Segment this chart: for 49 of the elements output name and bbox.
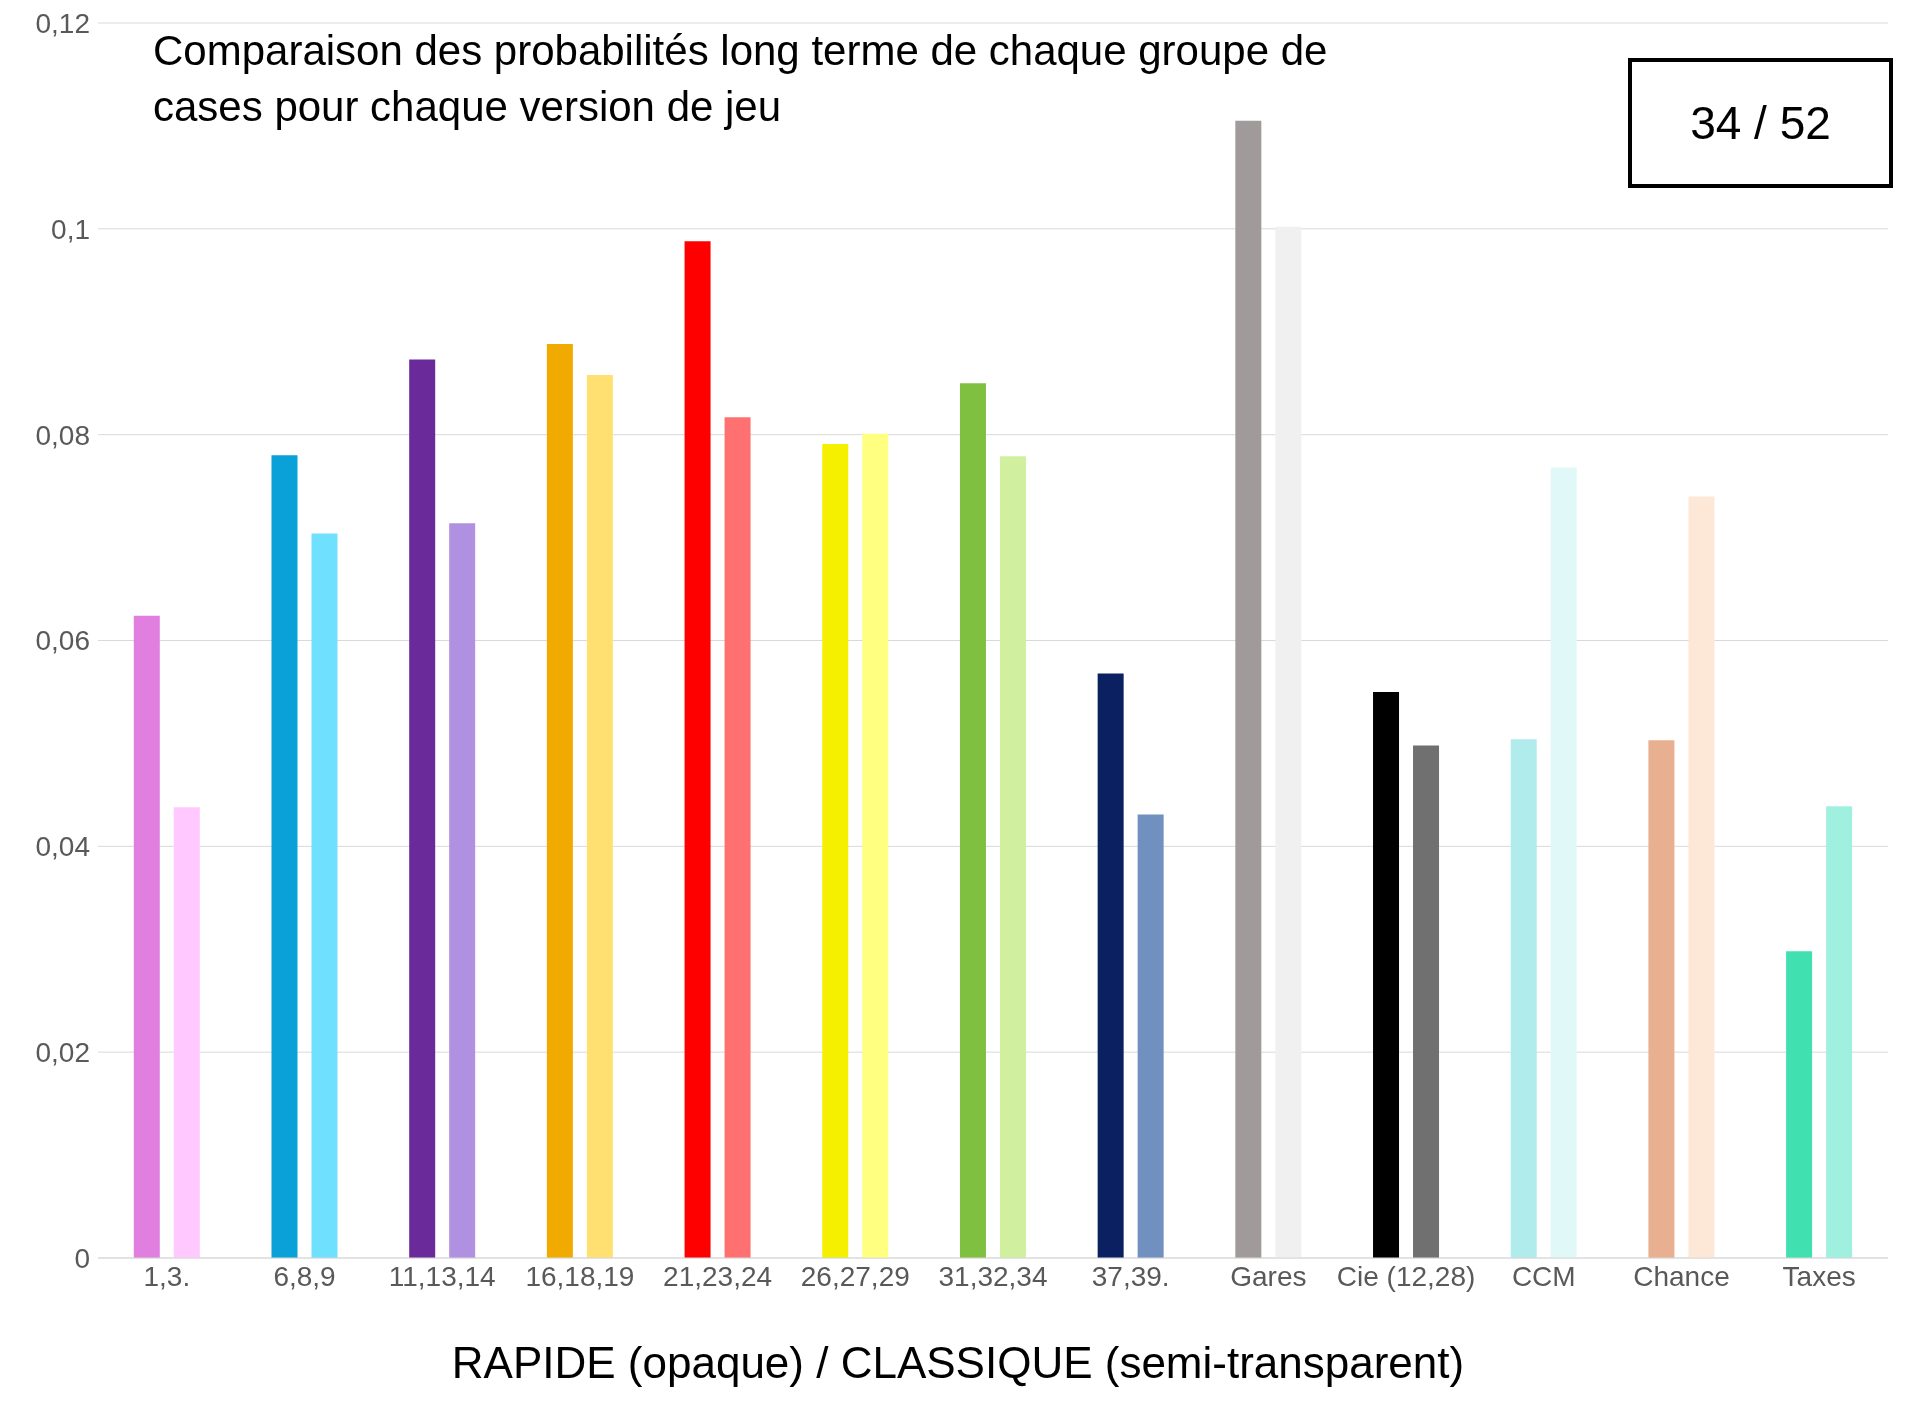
bar (1786, 951, 1813, 1258)
bar (1510, 739, 1537, 1258)
x-tick-label: 37,39. (1091, 1260, 1170, 1292)
bar (1275, 226, 1302, 1258)
bar (1097, 673, 1124, 1258)
x-tick-label: Gares (1230, 1260, 1307, 1292)
x-tick-label: CCM (1511, 1260, 1576, 1292)
bar (999, 456, 1026, 1258)
x-tick-label: 16,18,19 (525, 1260, 635, 1292)
y-tick-label: 0,08 (35, 419, 90, 451)
bar (724, 417, 751, 1258)
bar (684, 241, 711, 1258)
y-tick-label: 0,02 (35, 1037, 90, 1069)
bar (1688, 496, 1715, 1258)
y-tick-label: 0,06 (35, 625, 90, 657)
bar (311, 533, 338, 1258)
x-tick-label: 6,8,9 (273, 1260, 336, 1292)
x-tick-label: Cie (12,28) (1336, 1260, 1476, 1292)
bar (862, 433, 889, 1258)
bar (1413, 745, 1440, 1258)
bar (133, 615, 160, 1258)
bar (271, 455, 298, 1258)
x-tick-label: 21,23,24 (663, 1260, 773, 1292)
x-tick-label: 26,27,29 (800, 1260, 910, 1292)
bar (586, 374, 613, 1258)
text: Comparaison des probabilités long terme de chaque groupe de cases pour chaque version de jeu (153, 26, 1329, 132)
y-tick-label: 0,04 (35, 831, 90, 863)
annotation: 34 / 52 (1628, 58, 1893, 188)
x-tick-label: 31,32,34 (938, 1260, 1048, 1292)
bar (1550, 467, 1577, 1258)
x-tick-label: Taxes (1782, 1260, 1856, 1292)
y-tick-label: 0 (74, 1242, 90, 1274)
bar (1373, 691, 1400, 1258)
bar (546, 344, 573, 1258)
bar (822, 443, 849, 1258)
bar (959, 383, 986, 1258)
x-tick-label: Chance (1633, 1260, 1730, 1292)
bar (1826, 806, 1853, 1258)
bar (449, 523, 476, 1258)
y-tick-label: 0,12 (35, 7, 90, 39)
bar (173, 807, 200, 1258)
x-axis-title: RAPIDE (opaque) / CLASSIQUE (semi-transparent) (450, 1338, 1466, 1388)
x-tick-label: 1,3. (143, 1260, 191, 1292)
bar (409, 359, 436, 1258)
y-tick-label: 0,1 (51, 213, 90, 245)
bar (1235, 120, 1262, 1258)
x-tick-label: 11,13,14 (388, 1260, 496, 1292)
bar (1137, 814, 1164, 1258)
bar (1648, 740, 1675, 1258)
